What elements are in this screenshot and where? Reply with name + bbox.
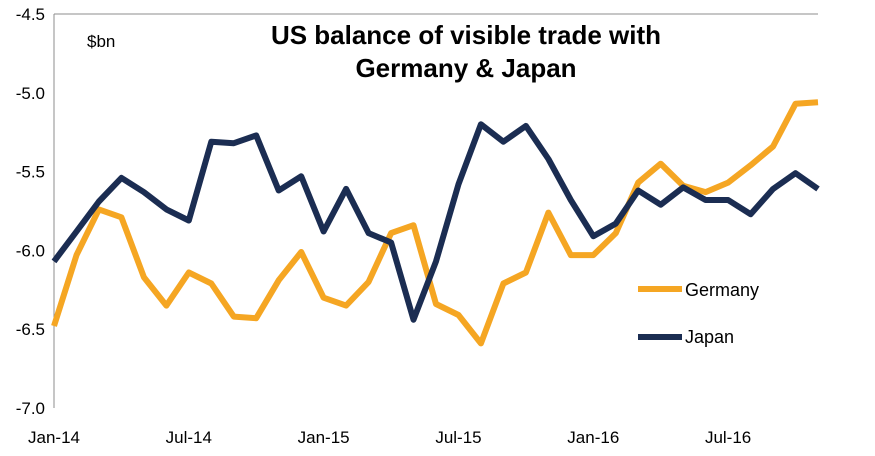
chart-title-line1: US balance of visible trade with bbox=[271, 20, 661, 50]
legend: Germany Japan bbox=[638, 280, 759, 347]
y-tick-label: -6.5 bbox=[16, 320, 45, 339]
x-tick-label: Jul-15 bbox=[435, 428, 481, 447]
y-tick-label: -6.0 bbox=[16, 241, 45, 260]
x-axis-ticks: Jan-14 Jul-14 Jan-15 Jul-15 Jan-16 Jul-16 bbox=[28, 428, 751, 447]
series-line-japan bbox=[51, 121, 820, 323]
y-axis-ticks: -4.5 -5.0 -5.5 -6.0 -6.5 -7.0 bbox=[16, 5, 45, 418]
unit-label: $bn bbox=[87, 32, 115, 51]
x-tick-label: Jan-16 bbox=[567, 428, 619, 447]
y-tick-label: -5.5 bbox=[16, 163, 45, 182]
x-tick-label: Jan-15 bbox=[298, 428, 350, 447]
series-line-germany bbox=[51, 99, 819, 347]
y-tick-label: -7.0 bbox=[16, 399, 45, 418]
x-tick-label: Jul-16 bbox=[705, 428, 751, 447]
series-layer bbox=[51, 99, 820, 347]
y-tick-label: -4.5 bbox=[16, 5, 45, 24]
legend-label-japan: Japan bbox=[685, 327, 734, 347]
x-tick-label: Jul-14 bbox=[166, 428, 212, 447]
y-tick-label: -5.0 bbox=[16, 84, 45, 103]
chart-title-line2: Germany & Japan bbox=[355, 53, 576, 83]
legend-label-germany: Germany bbox=[685, 280, 759, 300]
x-tick-label: Jan-14 bbox=[28, 428, 80, 447]
